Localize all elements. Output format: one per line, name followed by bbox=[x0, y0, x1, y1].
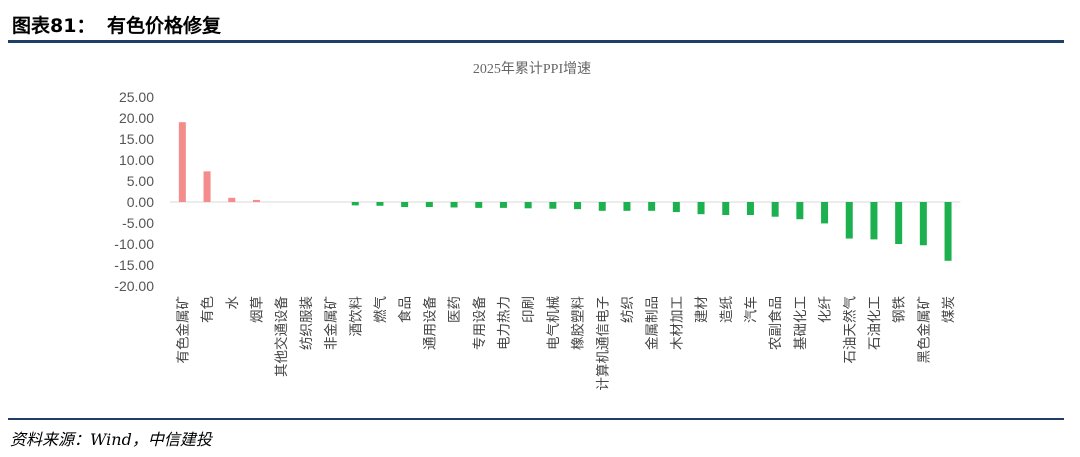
category-label: 农副食品 bbox=[767, 296, 784, 350]
bar bbox=[228, 197, 236, 202]
bar bbox=[475, 202, 483, 208]
category-label: 食品 bbox=[397, 296, 414, 323]
bar bbox=[919, 202, 927, 246]
category-label: 有色金属矿 bbox=[174, 296, 191, 364]
y-tick-label: 20.00 bbox=[119, 110, 154, 126]
bar bbox=[648, 202, 656, 211]
bar bbox=[401, 202, 409, 208]
y-tick-label: -15.00 bbox=[114, 257, 154, 273]
bar bbox=[623, 202, 631, 211]
category-label: 电力热力 bbox=[496, 296, 512, 350]
bar bbox=[870, 202, 878, 240]
category-label: 通用设备 bbox=[421, 296, 438, 350]
header-rule bbox=[8, 40, 1064, 43]
category-label: 计算机通信电子 bbox=[595, 296, 611, 391]
bar bbox=[722, 202, 730, 216]
category-label: 黑色金属矿 bbox=[915, 296, 932, 364]
bar bbox=[821, 202, 829, 224]
category-label: 汽车 bbox=[742, 296, 759, 323]
category-label: 燃气 bbox=[372, 296, 389, 323]
category-label: 钢铁 bbox=[892, 296, 908, 323]
bars bbox=[178, 122, 952, 261]
y-tick-label: -10.00 bbox=[114, 236, 154, 252]
category-label: 煤炭 bbox=[941, 296, 957, 323]
footer-rule bbox=[8, 418, 1064, 420]
bar bbox=[574, 202, 582, 210]
category-label: 医药 bbox=[447, 296, 463, 323]
bar bbox=[697, 202, 705, 215]
bar bbox=[376, 202, 384, 206]
y-tick-label: 5.00 bbox=[127, 173, 154, 189]
bar bbox=[252, 199, 260, 202]
category-label: 非金属矿 bbox=[324, 296, 340, 350]
category-label: 石油化工 bbox=[867, 296, 883, 350]
category-label: 建材 bbox=[694, 296, 710, 323]
bar bbox=[549, 202, 557, 209]
bar bbox=[672, 202, 680, 213]
category-labels: 有色金属矿 有色水烟草 其他交通设备 纺织服装 非金属矿 酒饮料 燃气 食品 通用设备 医药 专用设… bbox=[174, 296, 957, 391]
category-label: 其他交通设备 bbox=[273, 296, 290, 377]
bar bbox=[796, 202, 804, 220]
y-tick-label: 0.00 bbox=[127, 194, 154, 210]
bar bbox=[598, 202, 606, 211]
category-label: 化纤 bbox=[818, 296, 834, 323]
bar bbox=[351, 202, 359, 206]
category-label: 基础化工 bbox=[792, 296, 809, 350]
bar bbox=[499, 202, 507, 208]
category-label: 金属制品 bbox=[645, 296, 661, 350]
chart-title: 2025年累计PPI增速 bbox=[473, 61, 591, 77]
category-label: 造纸 bbox=[719, 296, 735, 323]
category-label: 纺织服装 bbox=[299, 296, 315, 350]
y-tick-label: 10.00 bbox=[119, 152, 154, 168]
bar bbox=[746, 202, 754, 216]
y-tick-label: -20.00 bbox=[114, 278, 154, 294]
source-note: 资料来源：Wind，中信建投 bbox=[10, 430, 212, 449]
bar bbox=[944, 202, 952, 261]
bar bbox=[771, 202, 779, 217]
y-axis: 25.00 20.00 15.00 10.00 5.00 0.00 -5.00 -10.00 -… bbox=[114, 89, 154, 294]
y-tick-label: -5.00 bbox=[122, 215, 154, 231]
category-label: 水 bbox=[225, 296, 241, 310]
category-label: 橡胶塑料 bbox=[570, 296, 587, 350]
category-label: 酒饮料 bbox=[348, 296, 364, 337]
figure-number: 图表81： bbox=[12, 15, 96, 37]
category-label: 纺织 bbox=[620, 296, 636, 323]
category-label: 电气机械 bbox=[546, 296, 562, 350]
bar bbox=[524, 202, 532, 209]
category-label: 印刷 bbox=[521, 296, 537, 323]
bar bbox=[845, 202, 853, 239]
y-tick-label: 15.00 bbox=[119, 131, 154, 147]
category-label: 有色 bbox=[199, 296, 216, 323]
bar bbox=[203, 171, 211, 202]
bar bbox=[895, 202, 903, 244]
bar bbox=[425, 202, 433, 208]
category-label: 烟草 bbox=[249, 296, 265, 323]
bar bbox=[178, 122, 186, 202]
y-tick-label: 25.00 bbox=[119, 89, 154, 105]
category-label: 木材加工 bbox=[669, 296, 685, 350]
bar bbox=[450, 202, 458, 208]
category-label: 石油天然气 bbox=[841, 296, 858, 364]
figure-title: 有色价格修复 bbox=[107, 15, 222, 37]
category-label: 专用设备 bbox=[471, 296, 488, 350]
